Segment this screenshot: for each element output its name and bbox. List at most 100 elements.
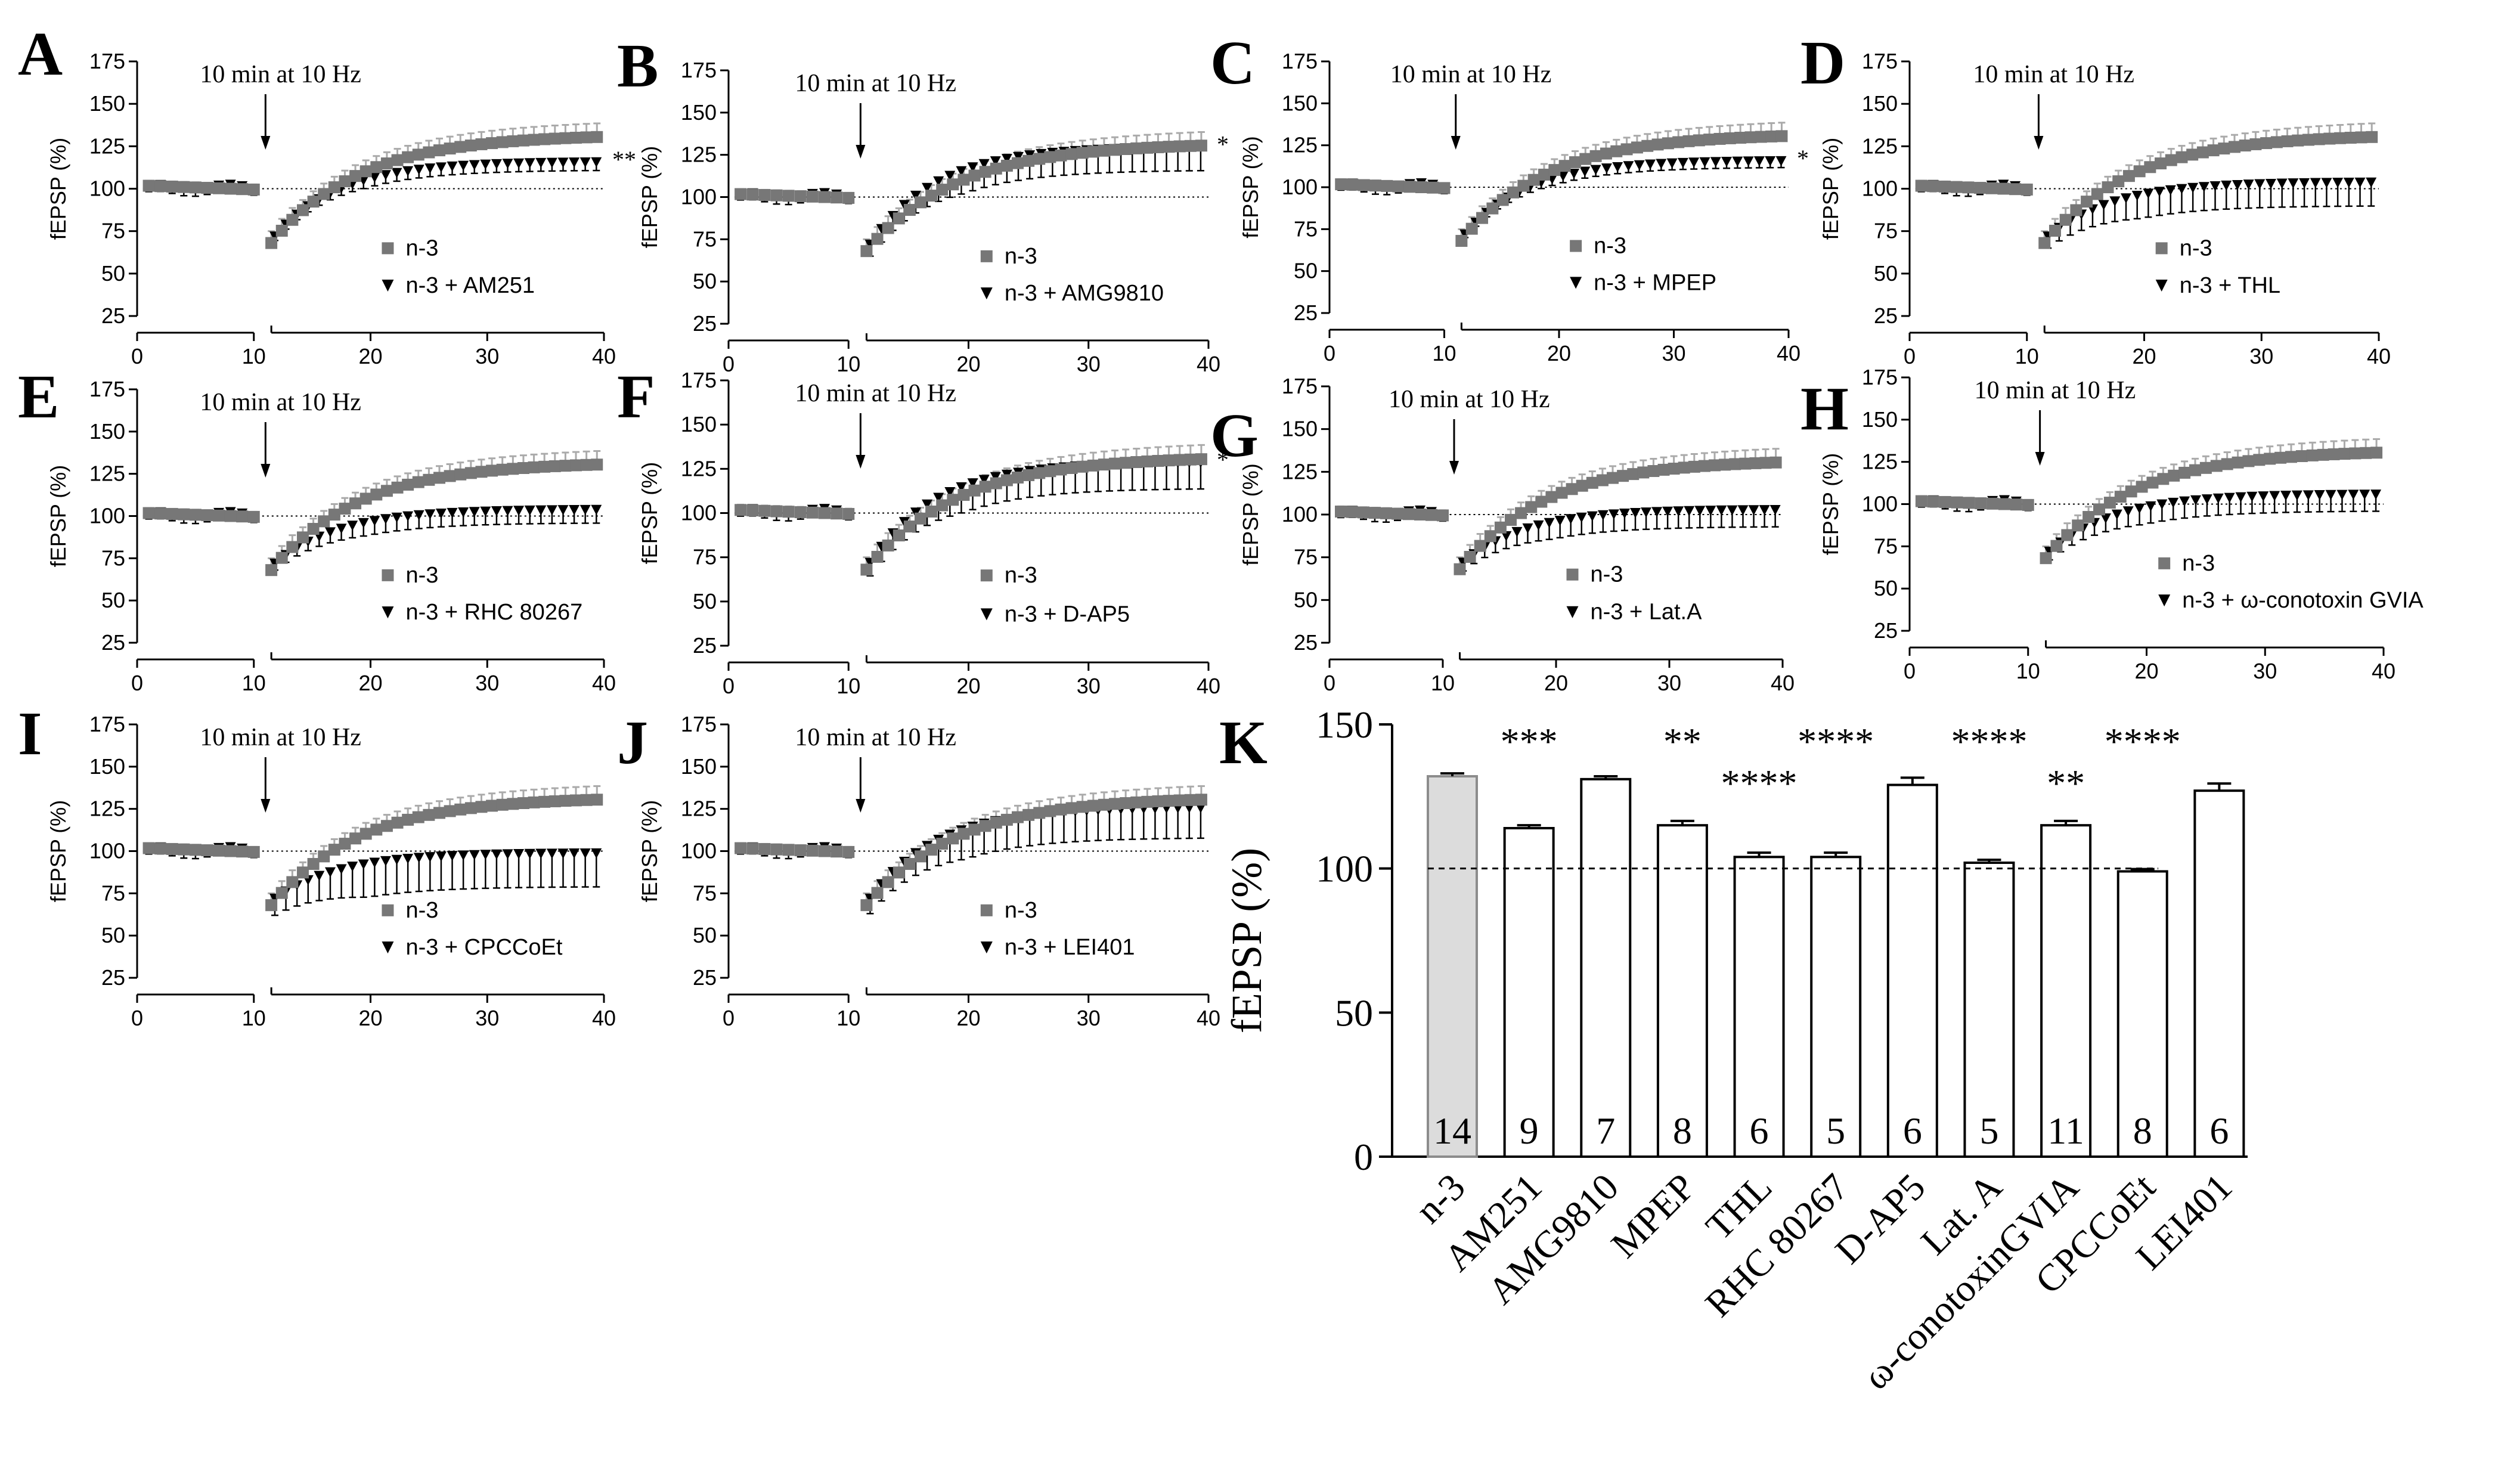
drug-point (1579, 166, 1591, 177)
drug-point (2109, 196, 2121, 207)
legend-control-label: n-3 (1005, 244, 1037, 269)
control-point (142, 842, 155, 854)
x-tick-label: 20 (956, 1006, 980, 1030)
control-point (1012, 157, 1024, 169)
control-point (328, 509, 340, 521)
control-point (794, 844, 807, 857)
control-point (1535, 495, 1548, 508)
drug-point (1544, 518, 1555, 528)
legend-control-label: n-3 (1594, 234, 1626, 259)
control-point (189, 181, 202, 194)
drug-point (1737, 505, 1749, 516)
control-point (806, 506, 819, 519)
drug-point (513, 849, 525, 860)
control-point (464, 802, 477, 814)
control-point (2249, 138, 2262, 150)
drug-point (1522, 523, 1533, 534)
drug-point (933, 176, 944, 187)
control-point (782, 844, 795, 856)
control-point (735, 842, 747, 854)
control-point (1744, 131, 1757, 144)
control-point (286, 213, 299, 226)
y-tick-label: 75 (101, 881, 125, 905)
bar-n-label: 6 (2209, 1110, 2229, 1152)
legend-drug-marker (980, 941, 993, 954)
control-point (2366, 131, 2378, 143)
control-point (1012, 811, 1024, 823)
control-point (360, 828, 372, 840)
control-point (1055, 463, 1067, 476)
drug-point (546, 505, 557, 516)
legend-drug-label: n-3 + Lat.A (1591, 600, 1703, 625)
control-point (925, 844, 938, 856)
y-tick-label: 50 (693, 923, 717, 947)
control-point (1120, 797, 1132, 810)
control-point (2072, 519, 2084, 532)
drug-point (324, 527, 336, 538)
control-point (1033, 467, 1046, 479)
control-point (735, 504, 747, 516)
drug-point (480, 850, 491, 860)
control-point (1033, 807, 1046, 819)
control-point (1369, 507, 1381, 519)
control-point (2323, 132, 2336, 145)
drug-point (591, 848, 602, 859)
control-point (1985, 182, 1998, 194)
drug-point (1775, 156, 1787, 166)
drug-point (2134, 503, 2145, 514)
x-tick-label: 40 (1777, 341, 1800, 365)
drug-point (990, 156, 1001, 167)
control-point (433, 472, 445, 484)
control-point (1607, 472, 1619, 484)
legend-drug-label: n-3 + AM251 (405, 273, 535, 298)
control-point (871, 550, 884, 563)
x-tick-label: 30 (475, 1006, 499, 1030)
drug-point (380, 856, 391, 866)
x-tick-label: 30 (1657, 671, 1681, 695)
control-point (2317, 448, 2329, 461)
control-point (1713, 132, 1726, 145)
control-point (990, 816, 1002, 829)
x-tick-label: 20 (358, 344, 382, 368)
control-point (2122, 170, 2135, 182)
control-point (154, 842, 167, 855)
control-point (1749, 457, 1762, 469)
legend-drug-marker (2158, 594, 2171, 607)
drug-point (1590, 165, 1601, 175)
drug-point (1666, 158, 1678, 169)
drug-point (1630, 508, 1641, 519)
control-point (1392, 180, 1405, 193)
control-point (236, 183, 249, 196)
control-point (1484, 530, 1496, 543)
control-point (2175, 151, 2188, 163)
control-point (1637, 466, 1650, 479)
control-point (979, 481, 991, 493)
y-tick-label: 25 (693, 965, 717, 990)
x-tick-label: 10 (242, 1006, 266, 1030)
drug-point (524, 158, 535, 169)
drug-point (2288, 178, 2299, 189)
control-point (2040, 552, 2052, 565)
control-point (882, 539, 894, 552)
drug-point (967, 478, 978, 489)
control-point (2091, 188, 2103, 200)
panel-e: E 25 50 75 100 125 150 175 fEPSP (%) 0 10 20 30 40 10 … (18, 363, 616, 695)
control-point (570, 794, 582, 807)
drug-point (2314, 490, 2325, 501)
control-point (1915, 495, 1927, 507)
category-label: D-AP5 (1827, 1166, 1933, 1272)
control-point (1525, 501, 1538, 513)
control-point (328, 844, 340, 856)
drug-point (2343, 177, 2354, 188)
control-point (1055, 149, 1067, 162)
drug-point (2332, 178, 2344, 188)
drug-point (1569, 168, 1580, 179)
control-point (591, 794, 603, 806)
drug-point (513, 506, 525, 516)
control-point (903, 858, 916, 870)
control-point (265, 899, 278, 912)
control-point (286, 876, 299, 888)
bar-n-label: 8 (1673, 1110, 1692, 1152)
x-tick-label: 10 (1431, 671, 1455, 695)
control-point (1586, 476, 1598, 489)
